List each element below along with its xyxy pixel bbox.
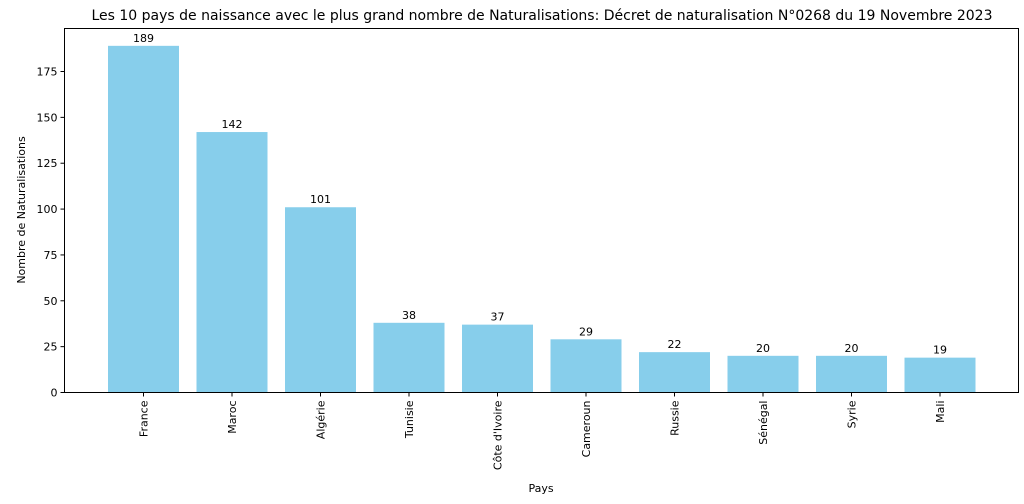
y-tick-label-50: 50 <box>44 295 58 308</box>
data-label-russie: 22 <box>668 338 682 351</box>
y-tick-label-150: 150 <box>37 111 58 124</box>
bar-tunisie <box>373 322 445 393</box>
x-tick-label-syrie: Syrie <box>846 400 859 428</box>
y-tick-label-25: 25 <box>44 341 58 354</box>
x-tick-label-cote-d-ivoire: Côte d'Ivoire <box>492 400 505 470</box>
bar-france <box>108 45 179 393</box>
y-tick-label-0: 0 <box>51 387 58 400</box>
x-tick-label-france: France <box>138 400 151 437</box>
data-label-cote-d-ivoire: 37 <box>491 311 505 324</box>
chart-title: Les 10 pays de naissance avec le plus gr… <box>91 8 992 24</box>
y-axis: 0 25 50 75 100 125 150 175 <box>37 66 65 400</box>
bar-algerie <box>285 207 356 393</box>
x-tick-label-maroc: Maroc <box>226 401 239 434</box>
data-label-france: 189 <box>133 32 154 45</box>
bar-russie <box>639 352 710 393</box>
data-label-maroc: 142 <box>222 118 243 131</box>
bars-group <box>108 45 976 393</box>
bar-cote-d-ivoire <box>462 324 533 393</box>
x-tick-label-algerie: Algérie <box>315 400 328 439</box>
bar-maroc <box>196 132 268 393</box>
bar-cameroun <box>550 339 622 393</box>
x-tick-label-cameroun: Cameroun <box>580 400 593 457</box>
data-label-syrie: 20 <box>845 342 859 355</box>
data-labels-group: 189 142 101 38 37 29 22 20 20 19 <box>133 32 947 357</box>
plot-frame <box>64 28 1019 393</box>
data-label-senegal: 20 <box>756 342 770 355</box>
x-axis-label: Pays <box>528 482 553 495</box>
x-axis: France Maroc Algérie Tunisie Côte d'Ivoire Ca… <box>138 392 947 470</box>
x-tick-label-mali: Mali <box>934 401 947 423</box>
data-label-mali: 19 <box>933 344 947 357</box>
y-tick-label-175: 175 <box>37 66 58 79</box>
y-axis-label: Nombre de Naturalisations <box>15 136 28 284</box>
data-label-tunisie: 38 <box>402 309 416 322</box>
data-label-algerie: 101 <box>310 193 331 206</box>
x-tick-label-senegal: Sénégal <box>757 401 770 445</box>
y-tick-label-125: 125 <box>37 157 58 170</box>
y-tick-label-100: 100 <box>37 203 58 216</box>
bar-senegal <box>727 355 799 393</box>
data-label-cameroun: 29 <box>579 325 593 338</box>
x-tick-label-russie: Russie <box>669 400 682 436</box>
y-tick-label-75: 75 <box>44 249 58 262</box>
bar-syrie <box>816 355 887 393</box>
bar-mali <box>904 357 976 393</box>
x-tick-label-tunisie: Tunisie <box>403 400 416 439</box>
